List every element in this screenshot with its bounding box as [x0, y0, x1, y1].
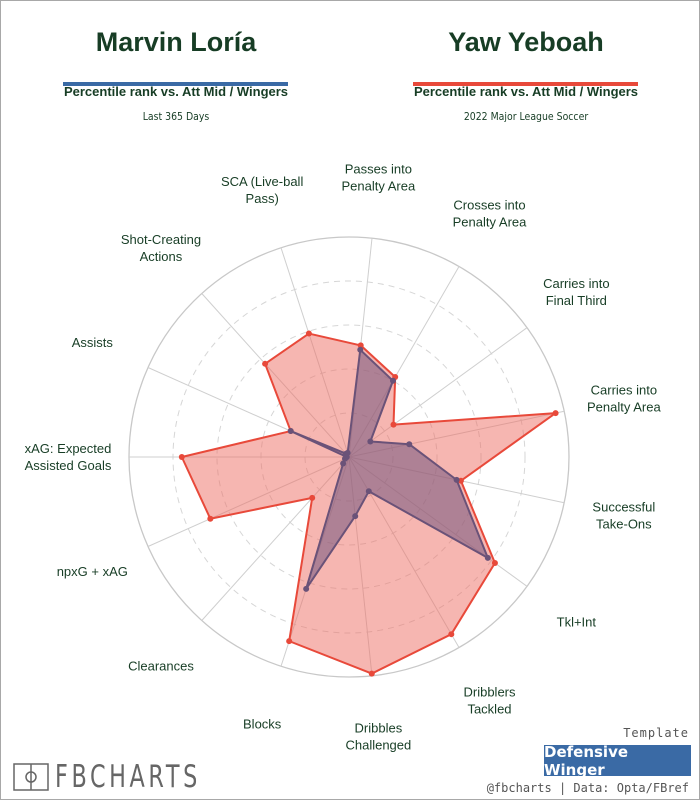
axis-label-line: Penalty Area [342, 179, 416, 194]
axis-label: Dribbles Challenged [345, 720, 411, 752]
axis-label-line: npxG + xAG [57, 564, 128, 579]
data-point [305, 330, 312, 337]
axis-label-line: Assists [72, 335, 114, 350]
data-point [491, 560, 498, 567]
data-point [357, 342, 364, 349]
data-point [390, 377, 396, 384]
player-1-name: Marvin Loría [95, 27, 257, 57]
data-point [344, 449, 351, 456]
axis-label-line: Dribbles [355, 720, 403, 735]
data-point [365, 488, 372, 495]
player-1-context: Last 365 Days [142, 110, 210, 123]
data-point [406, 441, 413, 448]
axis-label: Clearances [128, 658, 194, 673]
fbcharts-logo: FBCHARTS [13, 759, 258, 795]
axis-label-line: Challenged [345, 737, 411, 752]
axis-label: npxG + xAG [57, 564, 128, 579]
axis-label: Crosses into Penalty Area [453, 198, 527, 230]
axis-label-line: Tackled [467, 701, 511, 716]
axis-label-line: Carries into [543, 276, 609, 291]
data-point [453, 476, 460, 483]
data-point [368, 670, 375, 677]
axis-label-line: SCA (Live-ball [221, 174, 303, 189]
data-point [390, 421, 397, 428]
axis-label-line: Shot-Creating [121, 232, 201, 247]
data-point [352, 513, 359, 520]
template-label: Template [623, 726, 689, 740]
axis-label: Successful Take-Ons [592, 499, 655, 531]
axis-label: Carries into Penalty Area [587, 383, 661, 415]
axis-label: Dribblers Tackled [463, 684, 516, 716]
axis-label-line: Penalty Area [453, 215, 527, 230]
data-point [262, 360, 269, 367]
data-point [309, 494, 316, 501]
data-point [303, 585, 310, 592]
data-point [552, 410, 559, 417]
axis-label-line: Pass) [246, 191, 279, 206]
player-2-color-line [413, 82, 638, 86]
axis-label-line: Blocks [243, 717, 282, 732]
axis-label: Shot-Creating Actions [121, 232, 201, 264]
axis-label-line: Dribblers [463, 684, 516, 699]
template-badge: Defensive Winger [544, 743, 691, 779]
axis-label-line: Assisted Goals [25, 458, 112, 473]
series-area-2 [289, 348, 489, 590]
player-2-context: 2022 Major League Soccer [463, 110, 589, 123]
axis-label-line: Clearances [128, 658, 194, 673]
axis-label-line: Take-Ons [596, 516, 652, 531]
data-point [448, 631, 455, 638]
series-area-1 [180, 332, 557, 675]
data-point [367, 438, 374, 445]
data-point [207, 515, 214, 522]
axis-label: Carries into Final Third [543, 276, 609, 308]
axis-label-line: Final Third [546, 293, 607, 308]
axis-label-line: Carries into [591, 383, 657, 398]
axis-label-line: Actions [140, 249, 183, 264]
axis-label: Assists [72, 335, 114, 350]
axis-label-line: Tkl+Int [557, 615, 597, 630]
player-1-subtitle: Percentile rank vs. Att Mid / Wingers [63, 84, 289, 99]
data-point [357, 346, 364, 353]
credits: @fbcharts | Data: Opta/FBref [486, 781, 689, 795]
pitch-icon [13, 763, 49, 791]
axis-label: Blocks [243, 717, 282, 732]
data-point [287, 428, 294, 435]
data-point [340, 460, 347, 467]
axis-label: xAG: Expected Assisted Goals [25, 441, 112, 473]
player-2-name: Yaw Yeboah [448, 27, 604, 57]
axis-label-line: Passes into [345, 162, 412, 177]
axis-label: Tkl+Int [557, 615, 597, 630]
axis-label-line: Successful [592, 499, 655, 514]
data-point [286, 638, 293, 645]
axis-label-line: Penalty Area [587, 400, 661, 415]
axis-label: SCA (Live-ball Pass) [221, 174, 303, 206]
logo-text: FBCHARTS [55, 759, 201, 795]
data-point [178, 454, 185, 460]
axis-label-line: Crosses into [453, 198, 525, 213]
axis-label: Passes into Penalty Area [342, 162, 416, 194]
axis-label-line: xAG: Expected [25, 441, 112, 456]
data-point [484, 554, 491, 561]
player-1-color-line [63, 82, 288, 86]
player-2-subtitle: Percentile rank vs. Att Mid / Wingers [413, 84, 639, 99]
